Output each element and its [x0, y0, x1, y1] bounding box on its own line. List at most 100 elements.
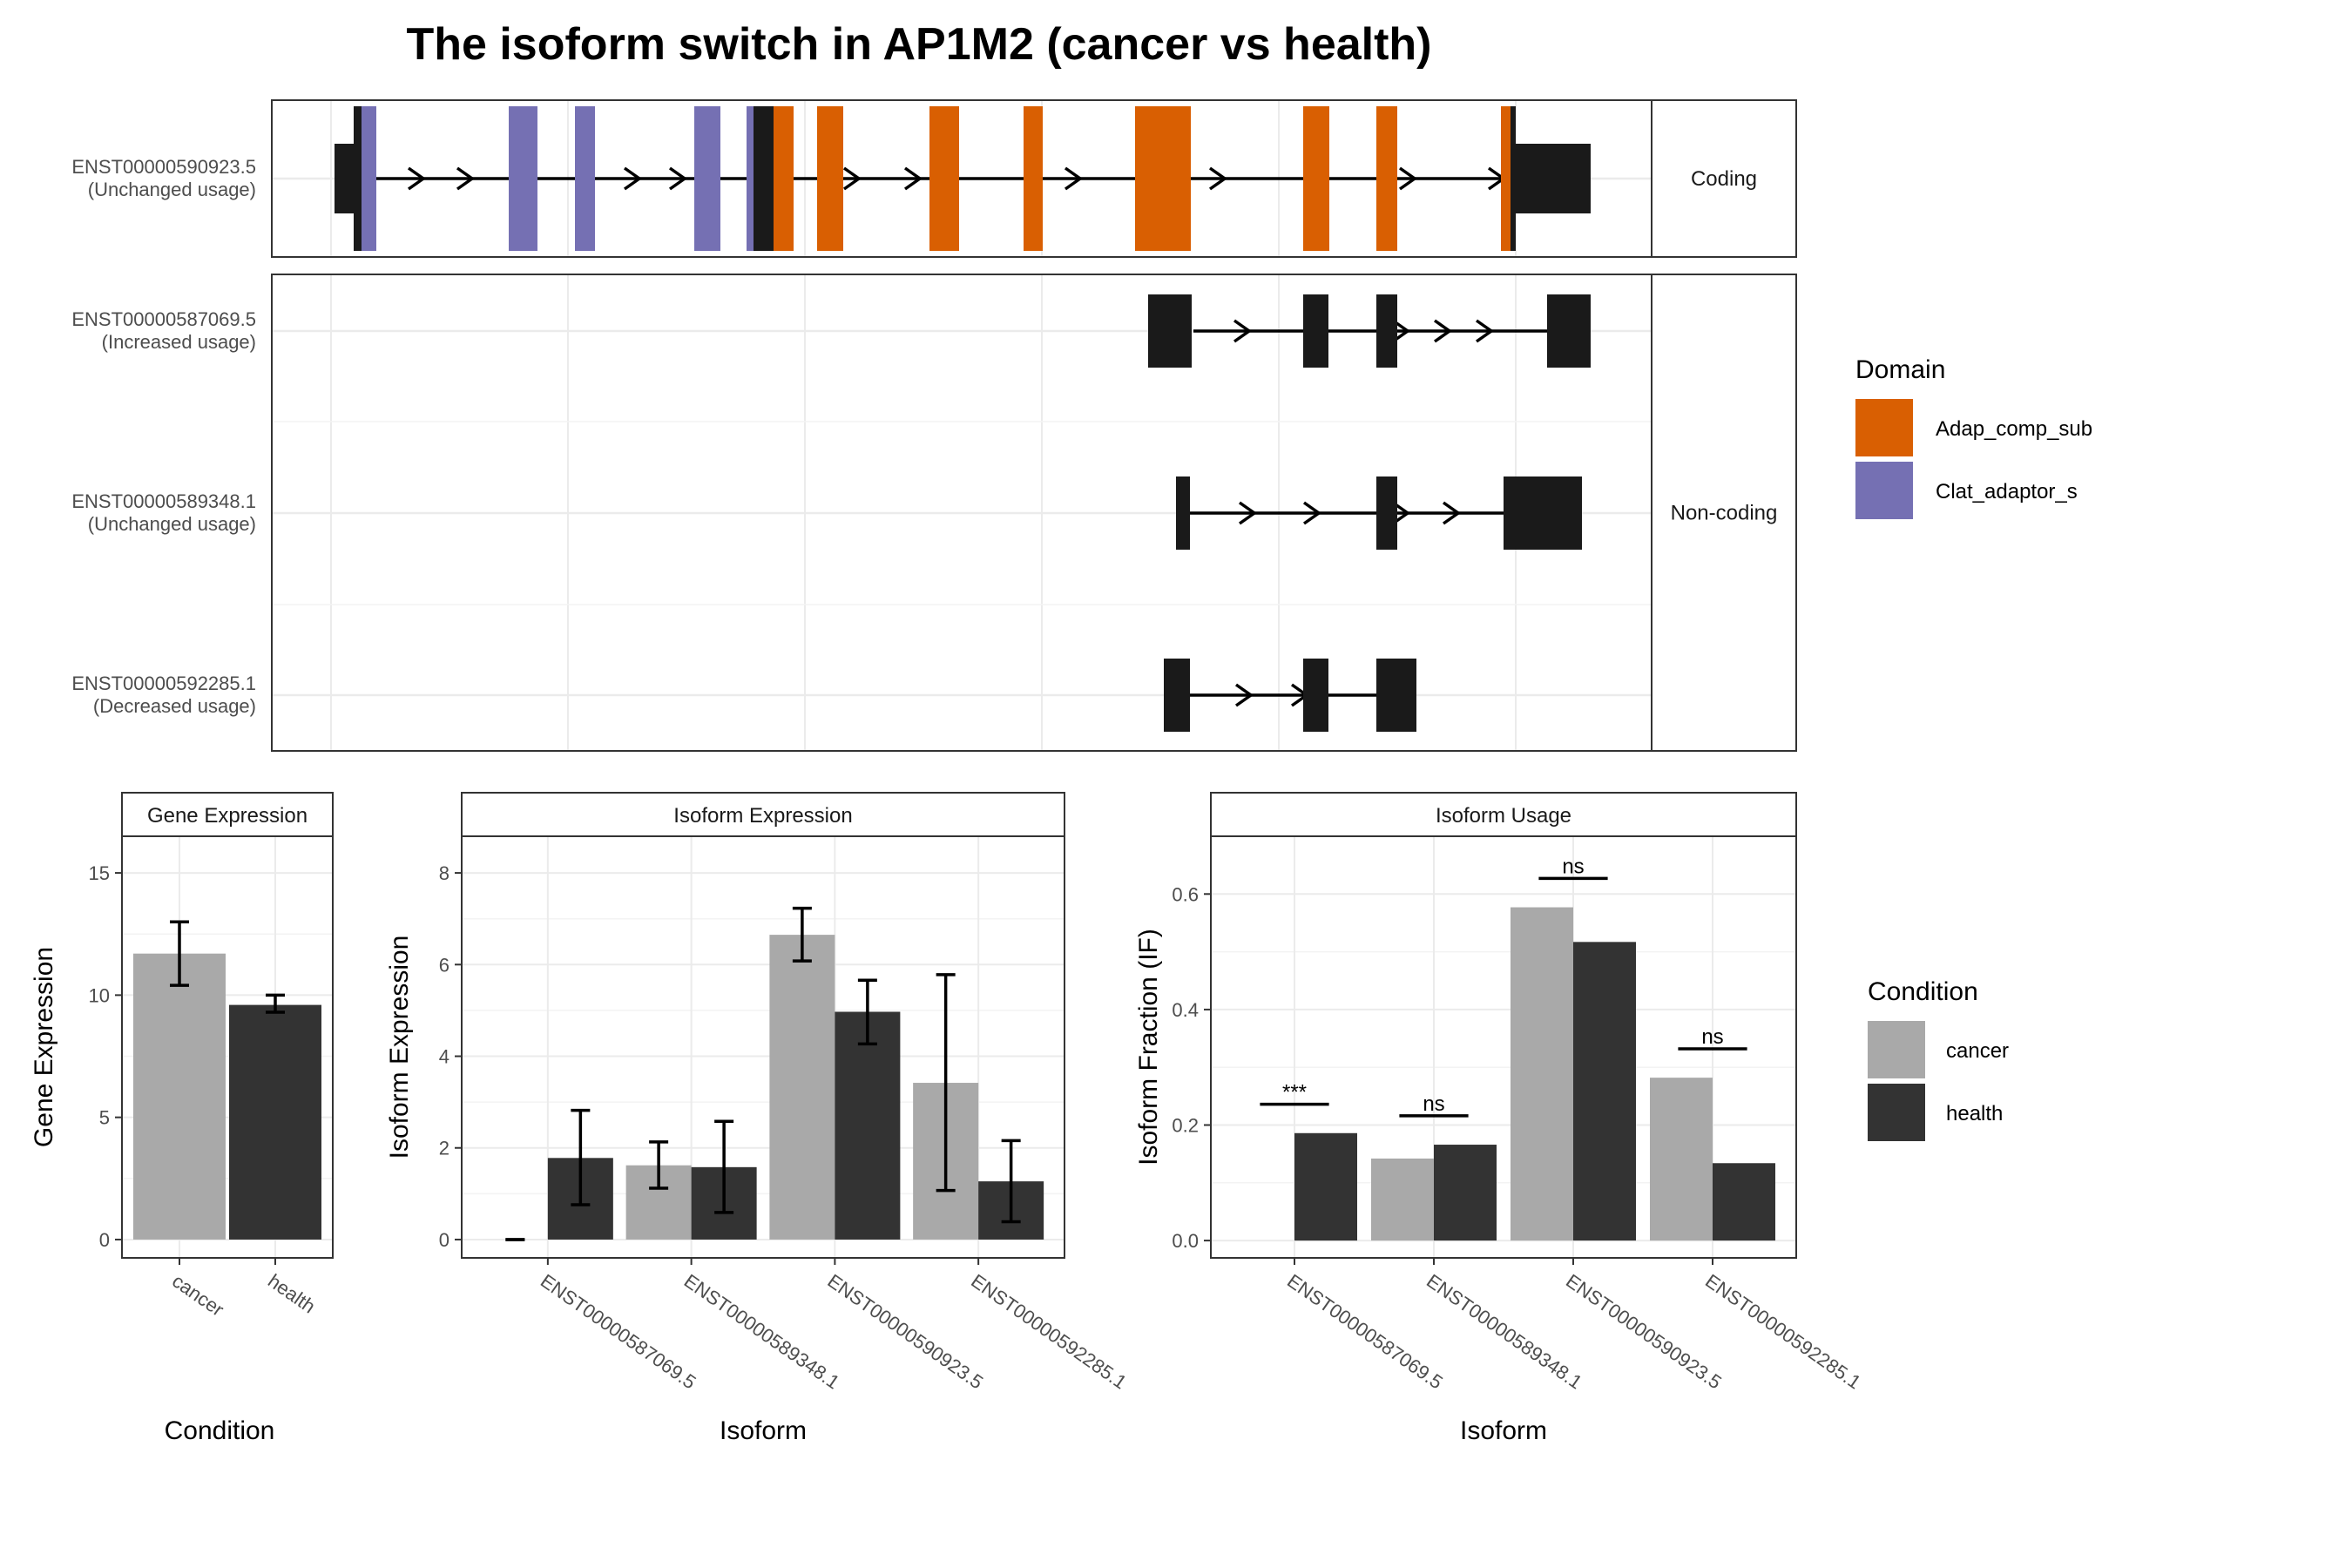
transcript-id-label: ENST00000587069.5 [71, 308, 256, 330]
y-tick-label: 5 [99, 1107, 110, 1129]
exon [1516, 144, 1591, 213]
y-axis-title: Isoform Expression [385, 936, 414, 1159]
direction-arrow [1238, 501, 1258, 525]
exon [362, 106, 376, 251]
direction-arrow [1391, 501, 1411, 525]
x-axis-title: Condition [165, 1416, 275, 1445]
exon [1164, 659, 1190, 732]
direction-arrow [668, 166, 688, 191]
direction-arrow [1233, 319, 1253, 343]
exon [335, 144, 357, 213]
significance-label: ns [1701, 1025, 1723, 1049]
exon [1511, 106, 1516, 251]
y-tick-label: 0 [439, 1229, 449, 1251]
y-tick-label: 0 [99, 1229, 110, 1251]
exon [929, 106, 959, 251]
facet-strip [1651, 274, 1797, 752]
y-tick-label: 10 [89, 984, 110, 1006]
direction-arrow [1442, 501, 1462, 525]
exon [1376, 476, 1397, 550]
y-tick-label: 15 [89, 862, 110, 884]
exon [1024, 106, 1043, 251]
condition-legend-title: Condition [1868, 977, 1978, 1006]
bar [1434, 1145, 1497, 1241]
legend-swatch [1855, 399, 1913, 456]
panel-strip [1210, 792, 1797, 837]
direction-arrow [1433, 319, 1453, 343]
bar [1511, 907, 1573, 1241]
exon [817, 106, 843, 251]
direction-arrow [1475, 319, 1495, 343]
exon [1504, 476, 1582, 550]
exon [354, 106, 362, 251]
panel-strip-label: Isoform Expression [673, 804, 852, 828]
bar [1371, 1158, 1434, 1241]
y-axis-title: Isoform Fraction (IF) [1134, 929, 1163, 1166]
bar [1650, 1078, 1713, 1241]
direction-arrow [407, 166, 427, 191]
panel-strip [461, 792, 1065, 837]
significance-label: ns [1562, 855, 1584, 878]
facet-strip-label: Non-coding [1671, 502, 1778, 525]
y-tick-label: 0.2 [1172, 1115, 1199, 1137]
bar [1294, 1132, 1357, 1241]
direction-arrow [456, 166, 476, 191]
exon [1303, 294, 1328, 368]
direction-arrow [1208, 166, 1228, 191]
direction-arrow [842, 166, 862, 191]
transcript-usage-label: (Unchanged usage) [88, 513, 256, 535]
bar [133, 953, 226, 1240]
condition-legend-label: health [1946, 1102, 2003, 1125]
domain-legend-label: Clat_adaptor_s [1936, 480, 2078, 504]
significance-label: *** [1282, 1081, 1307, 1105]
exon [1547, 294, 1591, 368]
domain-legend-label: Adap_comp_sub [1936, 417, 2092, 441]
domain-legend-title: Domain [1855, 355, 1945, 384]
exon [754, 106, 774, 251]
exon [1376, 294, 1397, 368]
bar [1573, 942, 1636, 1241]
x-axis-title: Isoform [1460, 1416, 1547, 1445]
transcript-usage-label: (Increased usage) [102, 331, 256, 353]
exon [1376, 659, 1416, 732]
transcript-usage-label: (Decreased usage) [93, 695, 256, 717]
y-tick-label: 0.6 [1172, 883, 1199, 905]
direction-arrow [1234, 683, 1254, 707]
transcript-id-label: ENST00000590923.5 [71, 156, 256, 178]
direction-arrow [1302, 501, 1322, 525]
legend-swatch [1868, 1084, 1925, 1141]
panel-strip-label: Gene Expression [147, 804, 308, 828]
y-tick-label: 0.4 [1172, 999, 1199, 1021]
condition-legend-label: cancer [1946, 1039, 2009, 1063]
x-axis-title: Isoform [720, 1416, 807, 1445]
bar [229, 1004, 321, 1240]
exon [575, 106, 595, 251]
exon [1501, 106, 1511, 251]
legend-swatch [1868, 1021, 1925, 1078]
y-axis-title: Gene Expression [30, 947, 58, 1147]
y-tick-label: 4 [439, 1046, 449, 1068]
legend-swatch [1855, 462, 1913, 519]
significance-label: ns [1423, 1092, 1444, 1116]
exon [509, 106, 537, 251]
y-tick-label: 6 [439, 954, 449, 976]
y-tick-label: 0.0 [1172, 1230, 1199, 1252]
direction-arrow [1398, 166, 1418, 191]
y-tick-label: 2 [439, 1138, 449, 1159]
panel-strip [121, 792, 334, 837]
exon [774, 106, 794, 251]
bar [835, 1011, 901, 1240]
y-tick-label: 8 [439, 862, 449, 884]
transcript-usage-label: (Unchanged usage) [88, 179, 256, 200]
bar [769, 935, 835, 1240]
exon [694, 106, 720, 251]
legends: Domain Adap_comp_sub Clat_adaptor_s Conditi… [1855, 355, 2092, 1141]
exon [747, 106, 754, 251]
facet-strip-label: Coding [1691, 167, 1757, 191]
direction-arrow [623, 166, 643, 191]
bar [1713, 1163, 1775, 1241]
exon [1303, 659, 1328, 732]
exon [1148, 294, 1192, 368]
